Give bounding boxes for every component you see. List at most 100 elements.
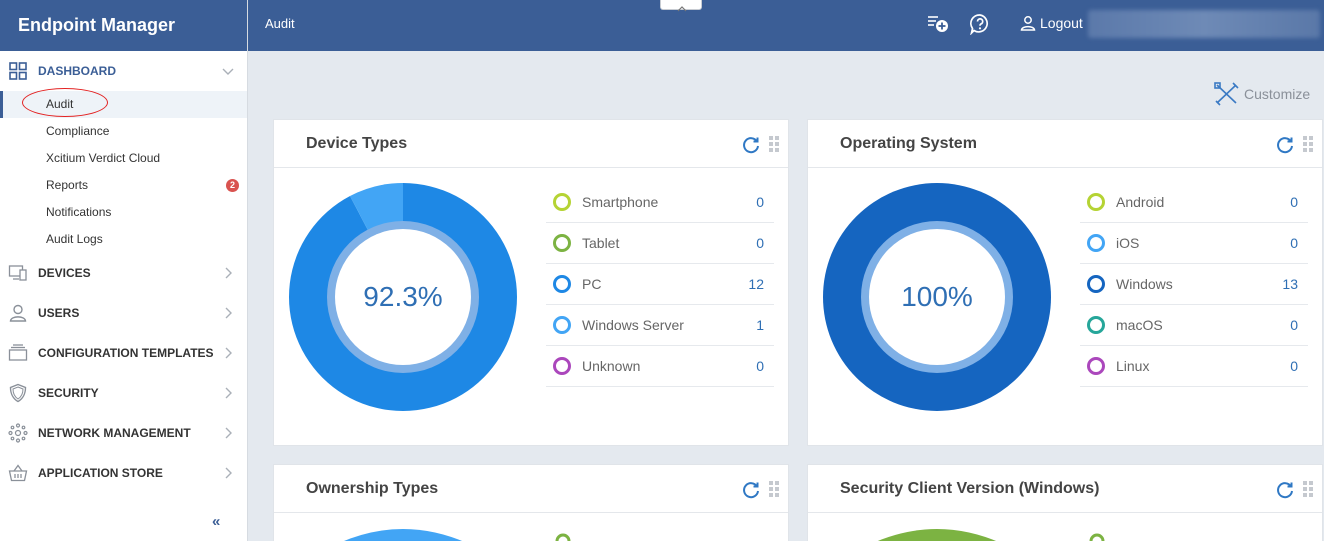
chevron-right-icon [225, 307, 232, 319]
legend-row-android[interactable]: Android 0 [1080, 182, 1308, 223]
drag-handle-icon[interactable] [769, 136, 780, 152]
legend-swatch [1087, 357, 1105, 375]
legend-value: 0 [756, 358, 764, 374]
legend-row-windows[interactable]: Windows 13 [1080, 264, 1308, 305]
app-title: Endpoint Manager [0, 0, 247, 51]
page-title: Audit [265, 16, 295, 31]
user-icon [8, 303, 28, 323]
sidebar-item-notifications[interactable]: Notifications [0, 199, 247, 226]
help-icon [970, 14, 989, 35]
nav-section-label: USERS [38, 306, 80, 320]
legend-label: Windows [1116, 276, 1173, 292]
sidebar-item-label: Audit [46, 97, 74, 111]
card-header: Device Types [274, 120, 788, 168]
legend-value: 0 [1290, 235, 1298, 251]
operating-system-donut-chart [823, 183, 1051, 411]
legend-value: 1 [756, 317, 764, 333]
legend-row-tablet[interactable]: Tablet 0 [546, 223, 774, 264]
legend-row-unknown[interactable]: Unknown 0 [546, 346, 774, 387]
chart-preview-cropped [808, 513, 1322, 541]
legend-row-smartphone[interactable]: Smartphone 0 [546, 182, 774, 223]
chart-legend: Android 0 iOS 0 Windows 13 macOS 0 Linux 0 [1080, 182, 1308, 387]
refresh-icon[interactable] [1275, 480, 1295, 500]
legend-label: Linux [1116, 358, 1150, 374]
legend-row-pc[interactable]: PC 12 [546, 264, 774, 305]
shield-icon [8, 383, 28, 403]
expand-handle[interactable] [660, 0, 702, 12]
customize-label: Customize [1244, 86, 1311, 102]
devices-icon [8, 263, 28, 283]
collapse-sidebar-button[interactable]: « [212, 513, 221, 530]
legend-swatch [1087, 275, 1105, 293]
sidebar-item-label: Reports [46, 178, 89, 192]
sidebar-item-audit-logs[interactable]: Audit Logs [0, 226, 247, 253]
user-account-redacted [1088, 10, 1320, 38]
drag-handle-icon[interactable] [769, 481, 780, 497]
chart-legend: Smartphone 0 Tablet 0 PC 12 Windows Server 1 Unk… [546, 182, 774, 387]
logout-button[interactable]: Logout [1020, 15, 1083, 31]
add-task-button[interactable] [926, 12, 950, 36]
drag-handle-icon[interactable] [1303, 481, 1314, 497]
ownership-types-card: Ownership Types [273, 464, 789, 541]
nav-section-users[interactable]: USERS [0, 293, 247, 333]
chart-center-percent: 100% [901, 281, 973, 312]
sidebar-item-reports[interactable]: Reports 2 [0, 172, 247, 199]
chevron-right-icon [225, 387, 232, 399]
basket-icon [8, 463, 28, 483]
sidebar-item-compliance[interactable]: Compliance [0, 118, 247, 145]
legend-row-linux[interactable]: Linux 0 [1080, 346, 1308, 387]
card-title: Operating System [840, 135, 977, 152]
security-version-donut-partial [877, 529, 1105, 541]
card-title: Security Client Version (Windows) [840, 480, 1100, 497]
legend-swatch [553, 357, 571, 375]
nav-section-app-store[interactable]: APPLICATION STORE [0, 453, 247, 493]
chevron-right-icon [225, 267, 232, 279]
chart-preview-cropped [274, 513, 788, 541]
refresh-icon[interactable] [741, 135, 761, 155]
device-types-card: Device Types 92.3% Smartphone 0 Tablet 0 PC 1… [273, 119, 789, 446]
nav-section-label: DEVICES [38, 266, 91, 280]
help-button[interactable] [968, 12, 992, 36]
chevron-down-icon [222, 68, 234, 75]
legend-value: 0 [756, 235, 764, 251]
legend-label: macOS [1116, 317, 1163, 333]
nav-section-devices[interactable]: DEVICES [0, 253, 247, 293]
sidebar-item-verdict-cloud[interactable]: Xcitium Verdict Cloud [0, 145, 247, 172]
customize-button[interactable]: Customize [1214, 82, 1310, 106]
refresh-icon[interactable] [741, 480, 761, 500]
legend-swatch [1087, 316, 1105, 334]
card-title: Ownership Types [306, 480, 439, 497]
donut-hole [335, 229, 471, 365]
sidebar-item-label: Compliance [46, 124, 110, 138]
security-client-version-card: Security Client Version (Windows) [807, 464, 1323, 541]
drag-handle-icon[interactable] [1303, 136, 1314, 152]
nav-section-network[interactable]: NETWORK MANAGEMENT [0, 413, 247, 453]
nav-section-dashboard[interactable]: DASHBOARD [0, 51, 247, 91]
card-header: Security Client Version (Windows) [808, 465, 1322, 513]
nav-section-config-templates[interactable]: CONFIGURATION TEMPLATES [0, 333, 247, 373]
donut-hole [869, 229, 1005, 365]
card-header: Ownership Types [274, 465, 788, 513]
topbar: Audit Logout [248, 0, 1324, 51]
device-types-donut-chart [288, 183, 517, 411]
legend-label: Android [1116, 194, 1165, 210]
refresh-icon[interactable] [1275, 135, 1295, 155]
card-header: Operating System [808, 120, 1322, 168]
legend-value: 0 [1290, 317, 1298, 333]
reports-count-badge: 2 [226, 179, 239, 192]
sidebar: Endpoint Manager DASHBOARD Audit Complia… [0, 0, 248, 541]
legend-row-macos[interactable]: macOS 0 [1080, 305, 1308, 346]
legend-swatch [1087, 193, 1105, 211]
nav-section-label: DASHBOARD [38, 64, 116, 78]
legend-swatch [553, 316, 571, 334]
add-list-icon [928, 16, 948, 32]
legend-row-windows-server[interactable]: Windows Server 1 [546, 305, 774, 346]
user-icon [1020, 16, 1036, 31]
sidebar-item-audit[interactable]: Audit [0, 91, 247, 118]
legend-row-ios[interactable]: iOS 0 [1080, 223, 1308, 264]
chevron-up-icon [677, 6, 687, 12]
network-icon [8, 423, 28, 443]
nav-section-security[interactable]: SECURITY [0, 373, 247, 413]
legend-label: Windows Server [582, 317, 684, 333]
ownership-donut-partial [343, 529, 571, 541]
